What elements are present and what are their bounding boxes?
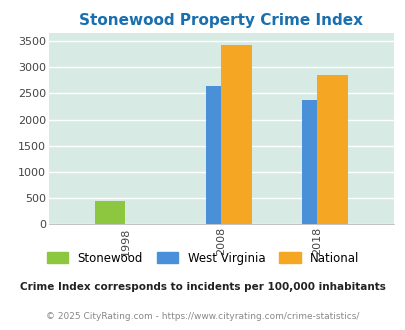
Bar xyxy=(94,201,125,224)
Bar xyxy=(205,86,236,224)
Bar xyxy=(221,45,252,224)
Legend: Stonewood, West Virginia, National: Stonewood, West Virginia, National xyxy=(42,247,363,269)
Title: Stonewood Property Crime Index: Stonewood Property Crime Index xyxy=(79,13,362,28)
Bar xyxy=(301,100,332,224)
Text: Crime Index corresponds to incidents per 100,000 inhabitants: Crime Index corresponds to incidents per… xyxy=(20,282,385,292)
Bar xyxy=(316,75,347,224)
Text: © 2025 CityRating.com - https://www.cityrating.com/crime-statistics/: © 2025 CityRating.com - https://www.city… xyxy=(46,312,359,321)
